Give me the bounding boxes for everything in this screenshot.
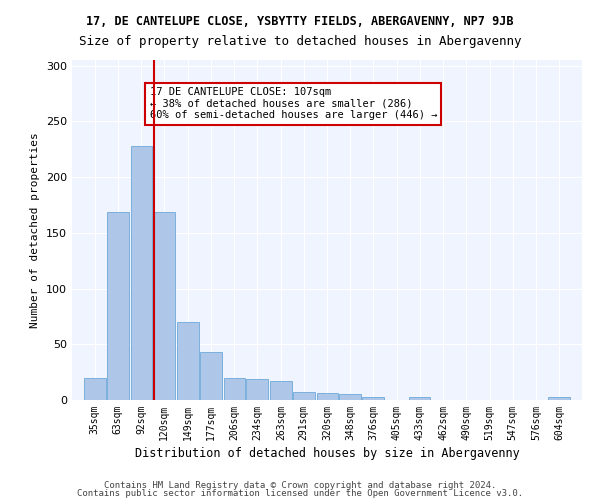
Bar	[409, 396, 430, 400]
Bar	[177, 322, 199, 400]
Bar	[362, 396, 384, 400]
Bar	[340, 394, 361, 400]
Bar	[548, 396, 570, 400]
Bar	[317, 394, 338, 400]
Y-axis label: Number of detached properties: Number of detached properties	[31, 132, 40, 328]
Bar	[224, 378, 245, 400]
Bar	[131, 146, 152, 400]
Bar	[270, 381, 292, 400]
Text: 17 DE CANTELUPE CLOSE: 107sqm
← 38% of detached houses are smaller (286)
60% of : 17 DE CANTELUPE CLOSE: 107sqm ← 38% of d…	[149, 87, 437, 120]
Bar	[200, 352, 221, 400]
Bar	[154, 212, 175, 400]
Text: Contains HM Land Registry data © Crown copyright and database right 2024.: Contains HM Land Registry data © Crown c…	[104, 481, 496, 490]
Text: Contains public sector information licensed under the Open Government Licence v3: Contains public sector information licen…	[77, 488, 523, 498]
Text: 17, DE CANTELUPE CLOSE, YSBYTTY FIELDS, ABERGAVENNY, NP7 9JB: 17, DE CANTELUPE CLOSE, YSBYTTY FIELDS, …	[86, 15, 514, 28]
Bar	[247, 379, 268, 400]
Text: Size of property relative to detached houses in Abergavenny: Size of property relative to detached ho…	[79, 35, 521, 48]
Bar	[293, 392, 314, 400]
Bar	[84, 378, 106, 400]
X-axis label: Distribution of detached houses by size in Abergavenny: Distribution of detached houses by size …	[134, 447, 520, 460]
Bar	[107, 212, 128, 400]
